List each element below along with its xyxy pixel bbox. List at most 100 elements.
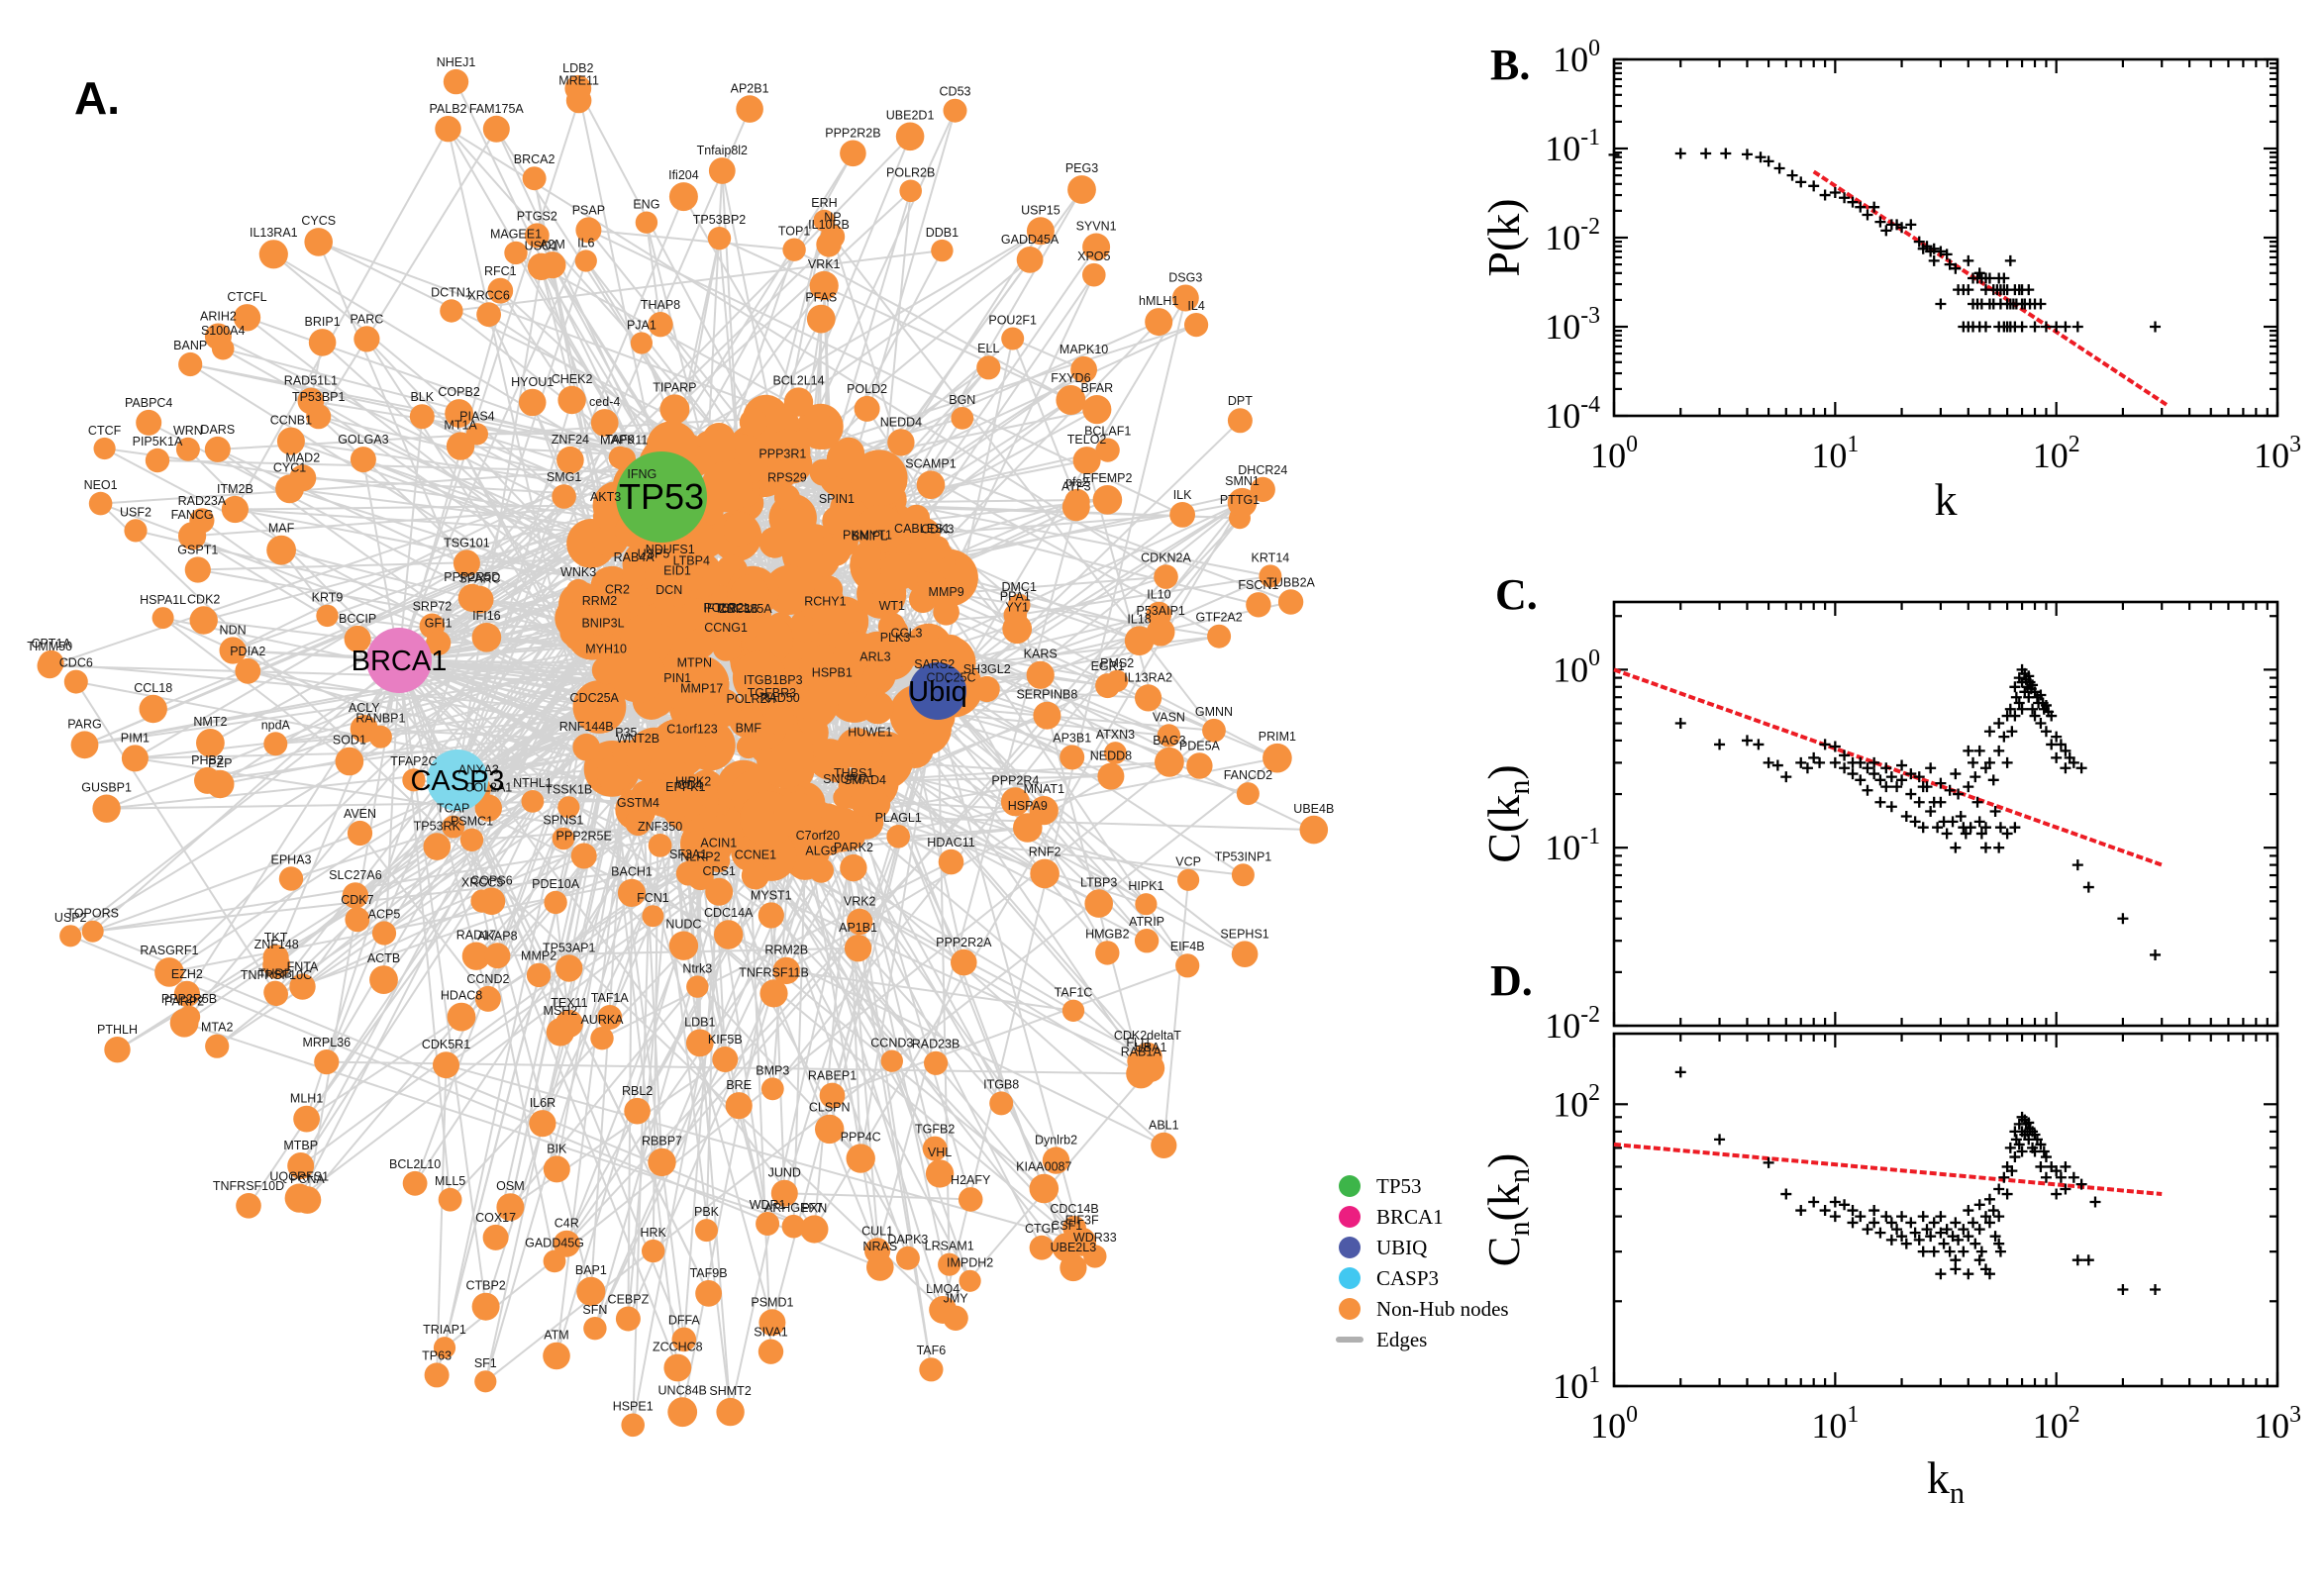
svg-text:TNFRSF10C: TNFRSF10C — [241, 968, 312, 982]
svg-text:PPP2R5B: PPP2R5B — [161, 992, 217, 1006]
svg-text:TAF9: TAF9 — [605, 433, 635, 447]
svg-text:VRK1: VRK1 — [808, 257, 841, 271]
svg-text:SHMT2: SHMT2 — [709, 1384, 751, 1398]
svg-text:SIVA1: SIVA1 — [754, 1325, 788, 1339]
svg-text:PARK2: PARK2 — [834, 841, 873, 854]
svg-text:PARP2: PARP2 — [164, 995, 204, 1009]
svg-text:EGR1: EGR1 — [1091, 659, 1125, 673]
tick-label: 100 — [1553, 646, 1600, 689]
svg-text:NHEJ1: NHEJ1 — [437, 55, 476, 69]
svg-text:WT1: WT1 — [879, 599, 905, 613]
svg-text:RANBP1: RANBP1 — [355, 712, 405, 726]
svg-text:CD53: CD53 — [940, 85, 971, 99]
svg-text:MMP9: MMP9 — [929, 585, 964, 599]
svg-text:RFC1: RFC1 — [484, 264, 517, 278]
svg-text:MYST1: MYST1 — [751, 888, 792, 902]
svg-text:XRCC6: XRCC6 — [467, 288, 509, 302]
svg-text:ATRIP: ATRIP — [1129, 915, 1164, 929]
legend-item: Non-Hub nodes — [1339, 1297, 1509, 1321]
svg-text:TNFRSF11B: TNFRSF11B — [739, 965, 809, 979]
svg-text:CDC16: CDC16 — [718, 602, 758, 616]
svg-text:PMS2: PMS2 — [1100, 656, 1134, 670]
svg-text:PKMYT1: PKMYT1 — [843, 529, 892, 543]
svg-text:UQCRFS1: UQCRFS1 — [269, 1169, 329, 1183]
svg-text:UBE4B: UBE4B — [1293, 802, 1334, 816]
legend-item: Edges — [1336, 1328, 1427, 1351]
plot-clustering-coefficient: 10-2 10-1 100 C(kn) — [1478, 600, 2279, 1046]
svg-text:PPP2R2A: PPP2R2A — [936, 936, 992, 949]
svg-text:RAD23B: RAD23B — [912, 1038, 960, 1051]
svg-text:SPNS1: SPNS1 — [543, 814, 583, 828]
svg-text:IFI16: IFI16 — [472, 609, 501, 623]
svg-text:CDC14A: CDC14A — [704, 906, 754, 920]
svg-text:CEBPZ: CEBPZ — [608, 1293, 650, 1307]
svg-text:DARS: DARS — [200, 423, 235, 437]
svg-text:BMF: BMF — [736, 721, 762, 735]
svg-text:SF3A1: SF3A1 — [669, 848, 707, 861]
svg-text:COX17: COX17 — [475, 1211, 516, 1225]
svg-text:Dynlrb2: Dynlrb2 — [1035, 1134, 1077, 1147]
svg-text:PPP4C: PPP4C — [841, 1130, 881, 1144]
svg-text:ACTB: ACTB — [367, 951, 400, 965]
svg-text:USP2: USP2 — [54, 911, 87, 925]
svg-text:EPHA3: EPHA3 — [271, 852, 312, 866]
svg-text:MAPK11: MAPK11 — [600, 434, 648, 448]
svg-text:IL18: IL18 — [1127, 612, 1151, 626]
svg-text:BAG3: BAG3 — [1153, 734, 1185, 748]
svg-text:MAPK10: MAPK10 — [1060, 343, 1108, 356]
svg-text:EZH2: EZH2 — [171, 967, 203, 981]
svg-text:LMO4: LMO4 — [926, 1282, 960, 1296]
svg-text:PDE5A: PDE5A — [1179, 739, 1221, 752]
svg-text:IL4: IL4 — [1187, 299, 1204, 313]
svg-text:CPT1A: CPT1A — [31, 637, 71, 650]
tick-label: 10-4 — [1545, 392, 1600, 436]
scatter-points — [1674, 663, 2162, 960]
svg-text:CTCFL: CTCFL — [227, 290, 266, 304]
svg-text:NDN: NDN — [220, 623, 247, 637]
svg-text:RBBP7: RBBP7 — [642, 1135, 682, 1148]
svg-text:POLR2L: POLR2L — [703, 601, 751, 615]
svg-text:ITGB8: ITGB8 — [983, 1077, 1019, 1091]
svg-text:IFT57: IFT57 — [704, 601, 737, 615]
svg-text:CDC14B: CDC14B — [1050, 1202, 1098, 1216]
svg-text:IL6: IL6 — [577, 236, 594, 249]
svg-text:IL13RA2: IL13RA2 — [1124, 670, 1172, 684]
svg-text:PIAS4: PIAS4 — [459, 409, 494, 423]
svg-text:ARHGEF7: ARHGEF7 — [764, 1201, 823, 1215]
legend-swatch-casp3 — [1339, 1267, 1361, 1289]
svg-text:PZP: PZP — [208, 756, 232, 770]
svg-text:PALB2: PALB2 — [430, 102, 467, 116]
svg-text:FNTA: FNTA — [287, 959, 319, 973]
svg-text:HIPK1: HIPK1 — [1128, 879, 1163, 893]
svg-text:FANCG: FANCG — [171, 508, 214, 522]
svg-text:RAD17: RAD17 — [456, 929, 496, 943]
svg-text:THAP8: THAP8 — [641, 298, 680, 312]
svg-text:TAF1A: TAF1A — [591, 991, 630, 1005]
svg-text:CTCF: CTCF — [88, 424, 122, 438]
svg-text:YY1: YY1 — [1005, 600, 1029, 614]
svg-text:WDR1: WDR1 — [750, 1198, 786, 1212]
svg-text:ACIN1: ACIN1 — [700, 836, 737, 849]
svg-text:AP2B1: AP2B1 — [731, 81, 769, 95]
svg-text:TAF1C: TAF1C — [1055, 986, 1093, 1000]
svg-text:MLH1: MLH1 — [290, 1092, 323, 1106]
svg-text:OSM: OSM — [496, 1179, 524, 1193]
svg-text:SMAD4: SMAD4 — [844, 773, 886, 787]
svg-text:ERH: ERH — [811, 196, 837, 210]
legend-item: CASP3 — [1339, 1266, 1439, 1290]
svg-text:RAD23A: RAD23A — [178, 494, 227, 508]
svg-text:Ifi204: Ifi204 — [668, 168, 699, 182]
svg-text:HYOU1: HYOU1 — [511, 375, 554, 389]
legend-swatch-brca1 — [1339, 1206, 1361, 1228]
svg-text:MRPL36: MRPL36 — [302, 1036, 351, 1049]
svg-text:USF2: USF2 — [120, 505, 152, 519]
svg-text:PBK: PBK — [694, 1205, 720, 1219]
svg-text:FAM175A: FAM175A — [469, 102, 525, 116]
svg-text:BRE: BRE — [726, 1078, 752, 1092]
svg-text:BANP: BANP — [173, 339, 207, 352]
fit-line — [1613, 1142, 2163, 1197]
svg-text:BLK: BLK — [410, 390, 434, 404]
x-axis-label: kn — [1927, 1452, 1965, 1510]
svg-text:POLD2: POLD2 — [847, 382, 887, 396]
